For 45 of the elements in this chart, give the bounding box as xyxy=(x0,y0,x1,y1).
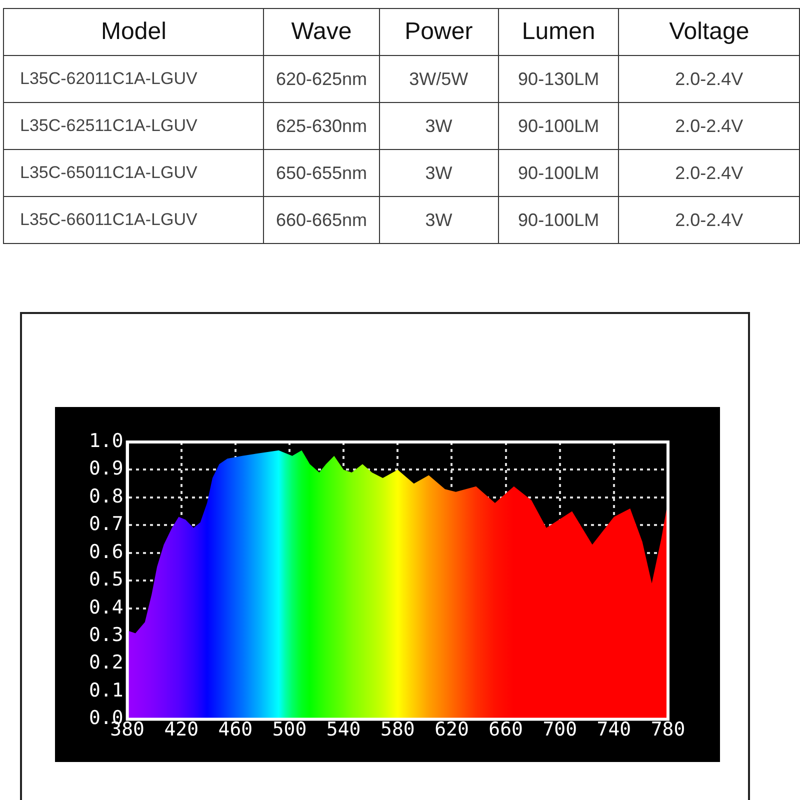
text: 650-655nm xyxy=(264,150,380,196)
x-tick-label: 460 xyxy=(218,718,253,741)
text: 3W/5W xyxy=(379,56,498,102)
x-tick-label: 660 xyxy=(488,718,523,741)
text: 620-625nm xyxy=(264,56,380,102)
x-tick-label: 740 xyxy=(596,718,632,741)
text: 2.0-2.4V xyxy=(618,56,800,102)
x-tick-label: 500 xyxy=(272,718,307,741)
text: Wave xyxy=(264,8,380,56)
text: 3W xyxy=(379,102,498,150)
y-tick-label: 0.9 xyxy=(88,458,124,480)
text: Lumen xyxy=(498,8,619,56)
text: Voltage xyxy=(618,8,800,56)
x-tick-label: 620 xyxy=(434,718,469,741)
y-tick-label: 0.3 xyxy=(88,624,124,646)
text: L35C-62011C1A-LGUV xyxy=(4,56,264,102)
text: 2.0-2.4V xyxy=(618,196,800,244)
y-tick-label: 0.5 xyxy=(88,568,124,591)
text: 3W xyxy=(379,196,498,244)
y-tick-label: 0.7 xyxy=(88,513,124,536)
y-tick-label: 0.6 xyxy=(88,540,124,563)
text: 2.0-2.4V xyxy=(618,102,800,150)
text: 90-100LM xyxy=(498,150,619,196)
y-tick-label: 0.4 xyxy=(88,596,124,618)
text: 90-100LM xyxy=(498,102,619,150)
text: 3W xyxy=(379,150,498,196)
text: L35C-62511C1A-LGUV xyxy=(4,102,264,150)
x-tick-label: 420 xyxy=(164,718,199,741)
y-tick-label: 0.1 xyxy=(88,679,124,702)
text: L35C-66011C1A-LGUV xyxy=(4,196,264,244)
text: 660-665nm xyxy=(264,196,380,244)
text: 625-630nm xyxy=(264,102,380,150)
x-tick-label: 780 xyxy=(650,718,686,741)
text: 90-130LM xyxy=(498,56,619,102)
x-tick-label: 540 xyxy=(326,718,361,741)
text: L35C-65011C1A-LGUV xyxy=(4,150,264,196)
text: Model xyxy=(4,8,264,56)
y-tick-label: 0.8 xyxy=(88,485,124,508)
y-tick-label: 1.0 xyxy=(88,430,124,452)
text: Power xyxy=(379,8,498,56)
text: 90-100LM xyxy=(498,196,619,244)
x-tick-label: 580 xyxy=(380,718,415,741)
text: 2.0-2.4V xyxy=(618,150,800,196)
y-tick-label: 0.2 xyxy=(88,652,124,674)
x-tick-label: 700 xyxy=(542,718,578,741)
